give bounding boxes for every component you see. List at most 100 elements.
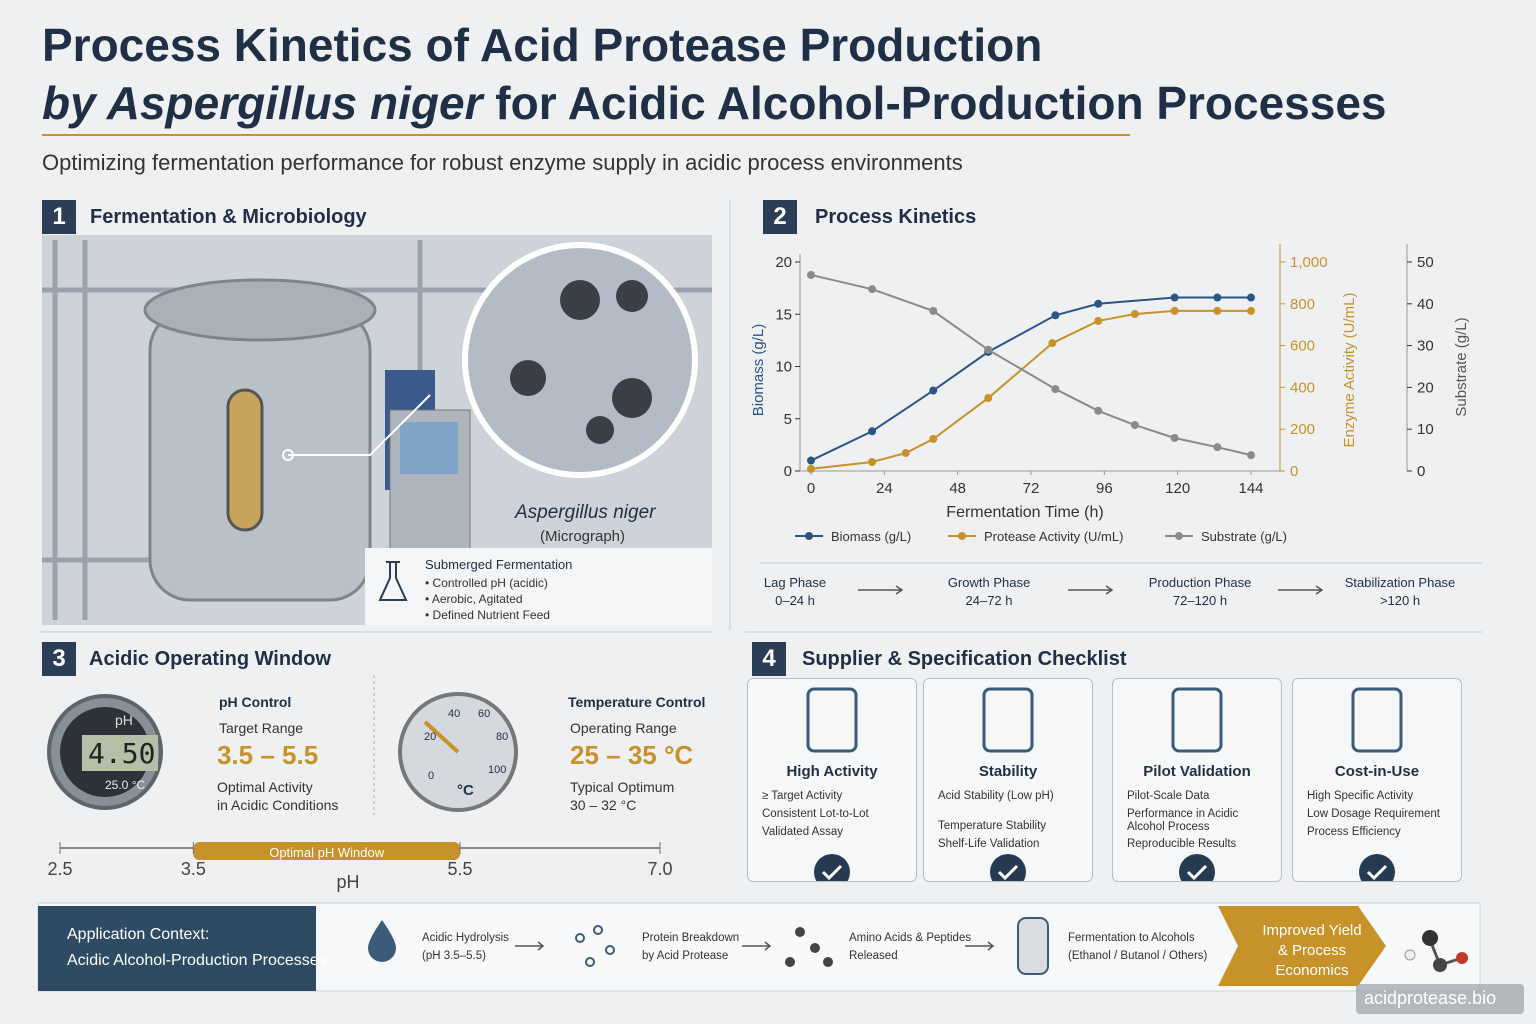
dial-tick: 80 bbox=[496, 731, 509, 743]
card-item: Validated Assay bbox=[762, 826, 843, 838]
section-title: Acidic Operating Window bbox=[89, 648, 332, 670]
legend-marker bbox=[1175, 532, 1183, 540]
sight-glass bbox=[226, 388, 264, 532]
ph-scale: Optimal pH Window 2.5 3.5 5.5 7.0 pH bbox=[47, 842, 673, 892]
bioreactor-lid bbox=[143, 278, 377, 342]
scale-axis-label: pH bbox=[336, 872, 359, 892]
step-text: Protein Breakdown bbox=[642, 932, 740, 944]
data-point bbox=[1170, 433, 1179, 442]
data-point bbox=[1213, 443, 1222, 452]
card-item: Acid Stability (Low pH) bbox=[938, 790, 1054, 802]
section-number: 3 bbox=[42, 642, 76, 676]
step-text: Acidic Hydrolysis bbox=[422, 932, 509, 944]
x-tick-label: 72 bbox=[1023, 480, 1040, 497]
x-tick-label: 96 bbox=[1096, 480, 1113, 497]
card-item: Low Dosage Requirement bbox=[1307, 808, 1440, 820]
x-tick-label: 48 bbox=[949, 480, 966, 497]
data-point bbox=[1213, 293, 1222, 302]
series-line bbox=[810, 273, 1252, 457]
data-point bbox=[807, 270, 815, 279]
title-rest: for Acidic Alcohol-Production Processes bbox=[495, 77, 1387, 129]
data-point bbox=[984, 394, 993, 403]
data-point bbox=[1051, 385, 1060, 394]
step-text: Released bbox=[849, 950, 898, 962]
title: by Aspergillus niger for Acidic Alcohol-… bbox=[42, 76, 1387, 130]
heading: pH Control bbox=[219, 694, 292, 710]
fermenter-icon bbox=[1017, 917, 1049, 975]
phase-range: 24–72 h bbox=[965, 593, 1013, 608]
checklist-card: Pilot Validation Pilot-Scale Data Performa… bbox=[1112, 678, 1282, 882]
y-tick-label: 40 bbox=[1417, 296, 1434, 313]
card-title: Cost-in-Use bbox=[1334, 763, 1420, 780]
section-number: 1 bbox=[42, 200, 76, 234]
info-box bbox=[365, 548, 712, 625]
result-arrow bbox=[1218, 906, 1386, 986]
callout bbox=[288, 394, 431, 456]
ph-display bbox=[82, 735, 158, 771]
card-title: High Activity bbox=[786, 763, 878, 780]
drop-icon bbox=[368, 920, 396, 962]
watermark: acidprotease.bio bbox=[1364, 988, 1497, 1008]
x-tick-label: 120 bbox=[1165, 480, 1190, 497]
y-tick-label: 1,000 bbox=[1290, 254, 1328, 271]
data-point bbox=[1170, 306, 1179, 315]
y-tick-label: 15 bbox=[775, 306, 792, 323]
scale-tick-label: 5.5 bbox=[447, 859, 472, 879]
y-tick-label: 0 bbox=[1290, 463, 1298, 480]
y-axis-label: Biomass (g/L) bbox=[750, 324, 767, 417]
data-point bbox=[929, 306, 938, 315]
data-point bbox=[1247, 293, 1255, 302]
data-point bbox=[868, 458, 877, 467]
card-icons bbox=[1171, 687, 1223, 881]
checklist-card: Cost-in-Use High Specific Activity Low Dos… bbox=[1292, 678, 1462, 882]
card-icons bbox=[982, 687, 1034, 881]
checklist-card: Stability Acid Stability (Low pH) Temperat… bbox=[923, 678, 1093, 882]
micrograph-name: Aspergillus niger bbox=[515, 502, 656, 523]
y-tick-label: 10 bbox=[775, 359, 792, 376]
phase-range: 0–24 h bbox=[775, 593, 815, 608]
flow-arrows bbox=[515, 941, 995, 951]
data-point bbox=[929, 386, 938, 395]
micrograph-note: (Micrograph) bbox=[540, 528, 626, 545]
context-box bbox=[38, 906, 316, 991]
data-point bbox=[807, 456, 815, 465]
card-item: Performance in Acidic Alcohol Process bbox=[1127, 808, 1239, 833]
result-line: Economics bbox=[1275, 962, 1349, 979]
card-item: Consistent Lot-to-Lot bbox=[762, 808, 869, 820]
step-text: (Ethanol / Butanol / Others) bbox=[1068, 950, 1208, 962]
section-title: Supplier & Specification Checklist bbox=[802, 648, 1127, 670]
card-icons bbox=[1351, 687, 1403, 881]
step-text: Amino Acids & Peptides bbox=[849, 932, 972, 944]
y-tick-label: 200 bbox=[1290, 421, 1315, 438]
y-tick-label: 30 bbox=[1417, 338, 1434, 355]
context: Application Context: bbox=[67, 926, 210, 943]
dial-tick: 40 bbox=[448, 708, 461, 720]
note-label: Typical Optimum bbox=[570, 779, 675, 795]
window-label: Optimal pH Window bbox=[269, 845, 384, 860]
molecule-icon bbox=[1404, 930, 1468, 972]
card-item: Temperature Stability bbox=[938, 820, 1047, 832]
box-item: • Controlled pH (acidic) bbox=[425, 576, 548, 590]
control-screen bbox=[400, 422, 458, 474]
title: Process Kinetics of Acid Protease Produc… bbox=[42, 19, 1043, 71]
data-point bbox=[1130, 310, 1139, 319]
legend-label: Substrate (g/L) bbox=[1201, 529, 1287, 544]
phase-name: Growth Phase bbox=[947, 575, 1031, 590]
context: Acidic Alcohol-Production Processes bbox=[67, 952, 327, 969]
phase-arrows bbox=[858, 585, 1324, 595]
heading: Temperature Control bbox=[568, 694, 706, 710]
box-item-text: Defined Nutrient Feed bbox=[432, 608, 550, 622]
section-number: 4 bbox=[752, 642, 786, 676]
y-tick-label: 20 bbox=[775, 254, 792, 271]
card-item: ≥ Target Activity bbox=[762, 790, 843, 802]
data-point bbox=[1094, 406, 1103, 415]
dial-tick: 20 bbox=[424, 731, 437, 743]
data-point bbox=[1213, 306, 1222, 315]
box-item-text: Aerobic, Agitated bbox=[431, 592, 523, 606]
range-label: Operating Range bbox=[570, 720, 677, 736]
dial-unit: °C bbox=[457, 782, 474, 799]
step-text: Fermentation to Alcohols bbox=[1068, 932, 1195, 944]
y-tick-label: 0 bbox=[1417, 463, 1425, 480]
ph-temp: 25.0 °C bbox=[105, 778, 146, 792]
legend-marker bbox=[805, 532, 813, 540]
